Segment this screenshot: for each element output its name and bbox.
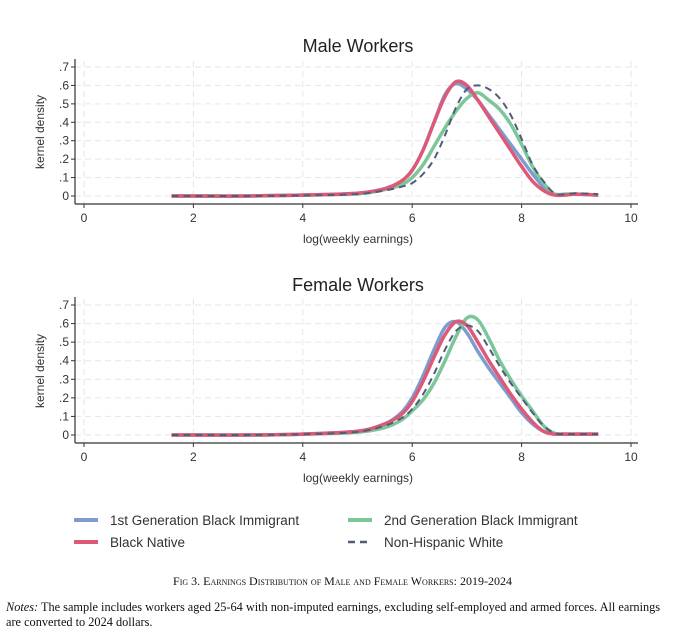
series-line-black-native [171, 319, 599, 437]
x-tick-label: 2 [190, 211, 197, 225]
female-workers-panel: Female Workers log(weekly earnings) kern… [33, 275, 638, 485]
series-line-1st-generation-black-immigrant [171, 319, 599, 437]
notes-text: The sample includes workers aged 25-64 w… [6, 600, 661, 629]
series-line-1st-generation-black-immigrant [171, 81, 599, 198]
x-tick-label: 8 [518, 211, 525, 225]
legend: 1st Generation Black Immigrant 2nd Gener… [74, 513, 578, 550]
x-axis-label: log(weekly earnings) [303, 471, 413, 485]
figure-caption: Fig 3. Earnings Distribution of Male and… [173, 574, 512, 588]
legend-label: Black Native [110, 535, 185, 550]
y-axis-label: kernel density [33, 334, 47, 408]
y-tick-label: .1 [59, 171, 69, 185]
x-tick-label: 2 [190, 450, 197, 464]
y-tick-label: .6 [59, 78, 69, 92]
chart-title: Male Workers [303, 36, 414, 56]
chart-title: Female Workers [292, 275, 424, 295]
y-tick-label: .3 [59, 372, 69, 386]
x-tick-label: 8 [518, 450, 525, 464]
x-axis-label: log(weekly earnings) [303, 232, 413, 246]
y-tick-label: .3 [59, 134, 69, 148]
y-tick-label: .5 [59, 335, 69, 349]
x-tick-label: 6 [409, 450, 416, 464]
y-tick-label: .1 [59, 409, 69, 423]
y-tick-label: .7 [59, 60, 69, 74]
x-tick-label: 4 [299, 211, 306, 225]
y-tick-label: .2 [59, 152, 69, 166]
x-tick-label: 10 [624, 450, 638, 464]
series-line-non-hispanic-white [171, 324, 599, 437]
y-tick-label: 0 [62, 428, 69, 442]
y-axis-label: kernel density [33, 95, 47, 169]
male-workers-panel: Male Workers log(weekly earnings) kernel… [33, 36, 638, 246]
y-tick-label: 0 [62, 189, 69, 203]
series-line-non-hispanic-white [171, 84, 599, 198]
y-tick-label: .7 [59, 298, 69, 312]
x-tick-label: 10 [624, 211, 638, 225]
figure-notes: Notes: The sample includes workers aged … [6, 600, 677, 630]
series-line-black-native [171, 79, 599, 198]
y-tick-label: .2 [59, 391, 69, 405]
legend-label: 1st Generation Black Immigrant [110, 513, 299, 528]
y-tick-label: .4 [59, 115, 69, 129]
y-tick-label: .6 [59, 317, 69, 331]
y-tick-label: .4 [59, 354, 69, 368]
series-line-2nd-generation-black-immigrant [171, 314, 599, 437]
legend-label: Non-Hispanic White [384, 535, 503, 550]
x-tick-label: 4 [299, 450, 306, 464]
x-tick-label: 0 [81, 211, 88, 225]
notes-label: Notes: [6, 600, 39, 614]
legend-label: 2nd Generation Black Immigrant [384, 513, 578, 528]
x-tick-label: 6 [409, 211, 416, 225]
x-tick-label: 0 [81, 450, 88, 464]
y-tick-label: .5 [59, 97, 69, 111]
